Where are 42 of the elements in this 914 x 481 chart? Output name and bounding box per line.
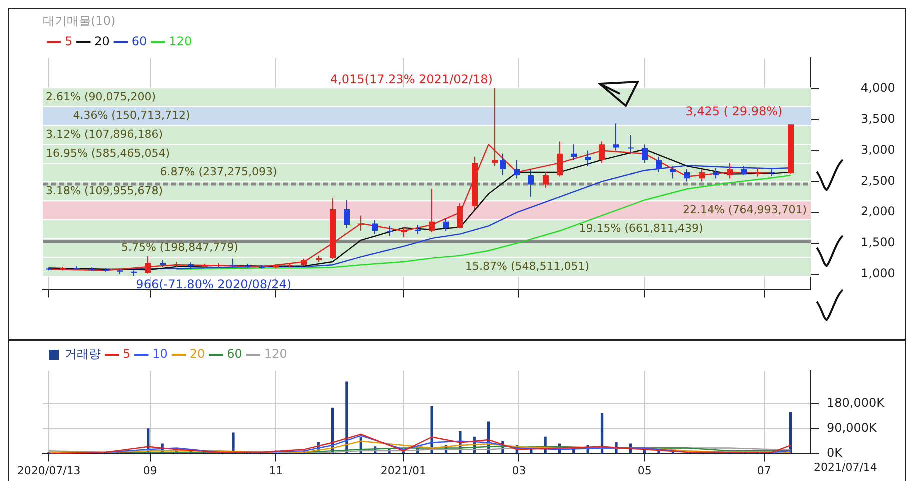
legend-label: 20 — [94, 34, 110, 48]
legend-title: 대기매물(10) — [43, 14, 116, 28]
y-tick-label: 1,000 — [861, 266, 896, 280]
x-tick-label: 2020/07/13 — [17, 464, 81, 478]
legend-label: 거래량 — [65, 347, 101, 362]
x-tick-label: 05 — [638, 464, 652, 478]
legend-label: 5 — [123, 347, 131, 362]
y-tick-label: 2,000 — [861, 204, 896, 219]
y-tick-label: 90,000K — [827, 421, 878, 436]
text: 2021/07/14 — [814, 461, 878, 474]
y-tick-label: 180,000K — [827, 396, 886, 410]
band-label: 15.87% (548,511,051) — [466, 260, 590, 273]
band-label: 3.12% (107,896,186) — [46, 128, 164, 142]
y-tick-label: 1,500 — [861, 236, 896, 250]
band-label: 3.18% (109,955,678) — [46, 184, 164, 198]
y-tick-label: 2,500 — [861, 174, 896, 188]
y-tick-label: 3,500 — [861, 112, 896, 126]
annotation: 966(-71.80% 2020/08/24) — [136, 278, 292, 292]
legend-label: 120 — [264, 347, 288, 362]
x-tick-label: 07 — [757, 464, 772, 478]
annotation: 4,015(17.23% 2021/02/18) — [330, 72, 493, 86]
legend-label: 60 — [132, 34, 148, 48]
annotation: 3,425 ( 29.98%) — [686, 104, 783, 119]
legend-label: 10 — [152, 347, 168, 362]
y-tick-label: 4,000 — [861, 81, 896, 96]
y-tick-label: 0K — [827, 446, 844, 460]
band-label: 6.87% (237,275,093) — [160, 166, 278, 179]
x-tick-label: 11 — [269, 464, 284, 478]
legend-label: 120 — [169, 34, 192, 48]
x-tick-label: 2021/01 — [380, 464, 427, 478]
band-label: 16.95% (585,465,054) — [46, 146, 170, 160]
y-tick-label: 3,000 — [861, 142, 896, 157]
band-label: 4.36% (150,713,712) — [73, 109, 190, 122]
x-tick-label: 03 — [512, 464, 526, 478]
band-label: 19.15% (661,811,439) — [579, 222, 704, 236]
band-label: 5.75% (198,847,779) — [121, 241, 238, 254]
band-label: 2.61% (90,075,200) — [46, 90, 156, 104]
legend-label: 20 — [190, 347, 206, 362]
band-label: 22.14% (764,993,701) — [683, 203, 808, 216]
x-tick-label: 09 — [143, 464, 158, 478]
legend-label: 5 — [65, 34, 73, 48]
legend-label: 60 — [227, 347, 242, 362]
